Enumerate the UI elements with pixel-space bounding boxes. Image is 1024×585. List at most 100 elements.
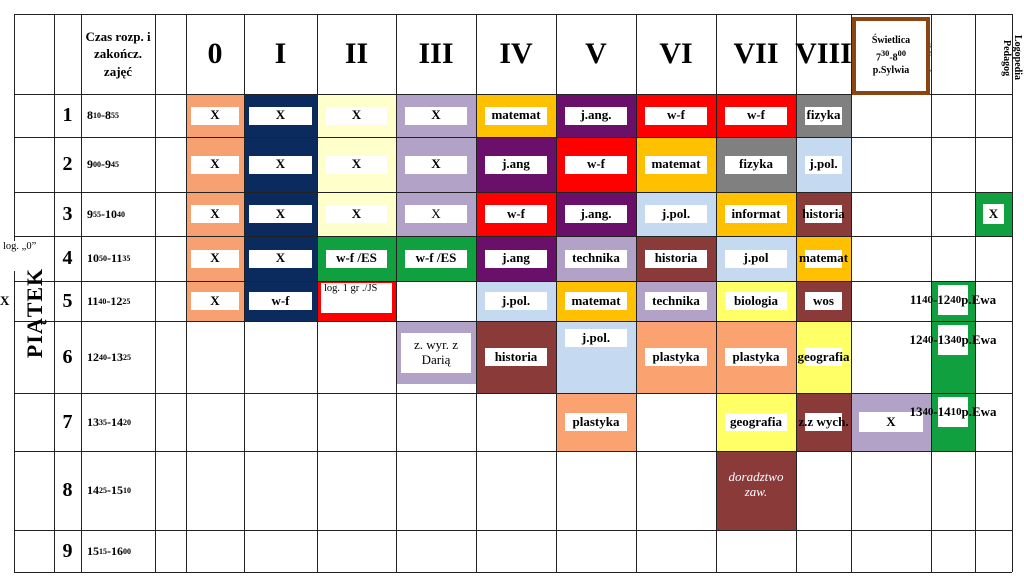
column-header-6: VI (659, 37, 693, 70)
lesson-r1c1: X (249, 106, 312, 125)
lesson-r5c7: biologia (725, 292, 787, 310)
lesson-r6c8: geografia (798, 348, 850, 366)
grid-hline (14, 572, 1012, 573)
lesson-r5c6: technika (645, 292, 707, 310)
row-time: 9 00 -9 45 (87, 157, 119, 171)
lesson-r2c2: X (326, 155, 387, 174)
lesson-r3c1: X (249, 205, 312, 223)
grid-vline (155, 14, 156, 572)
grid-hline (14, 281, 1012, 282)
lesson-r3c8: historia (802, 205, 845, 223)
grid-vline (54, 14, 55, 572)
grid-vline (14, 14, 15, 572)
grid-hline (14, 137, 1012, 138)
lesson-r3c0: X (191, 205, 239, 223)
lesson-r4c4: j.ang (485, 249, 547, 268)
lesson-r3c4: w-f (485, 205, 547, 223)
grid-vline (636, 14, 637, 572)
lesson-r2c7: fizyka (725, 155, 787, 174)
lesson-r3c3: X (405, 205, 467, 223)
grid-vline (931, 14, 932, 572)
row-time: 10 50 -11 35 (87, 251, 131, 265)
row-number: 7 (62, 410, 73, 433)
lesson-r6c3: z. wyr. z Darią (401, 333, 471, 373)
lesson-r4c12: log. „0” (0, 241, 37, 271)
row-number: 1 (62, 104, 73, 126)
row-time: 9 55 -10 40 (87, 206, 125, 221)
lesson-r4c1: X (249, 249, 312, 268)
column-header-2: II (344, 37, 369, 70)
column-header-5: V (585, 37, 607, 70)
row-time: 15 15 -16 00 (87, 543, 131, 558)
lesson-r1c5: j.ang. (565, 106, 627, 125)
lesson-r4c2: w-f /ES (326, 249, 387, 268)
lesson-r1c6: w-f (645, 106, 707, 125)
lesson-r1c8: fizyka (805, 106, 842, 125)
grid-hline (14, 94, 1012, 95)
grid-vline (796, 14, 797, 572)
lesson-r4c8: matemat (799, 249, 848, 268)
time-header: Czas rozp. i zakończ. zajęć (85, 28, 151, 79)
row-number: 4 (62, 247, 73, 269)
lesson-r1c3: X (405, 106, 467, 125)
column-header-11: Pedagog (1001, 39, 1012, 77)
grid-vline (396, 14, 397, 572)
lesson-r4c5: technika (565, 249, 627, 268)
grid-vline (975, 14, 976, 572)
row-number: 9 (62, 539, 73, 562)
grid-hline (14, 451, 1012, 452)
grid-vline (1012, 14, 1013, 572)
grid-hline (14, 192, 1012, 193)
lesson-r1c7: w-f (725, 106, 787, 125)
lesson-r7c7: geografia (725, 413, 787, 431)
grid-vline (317, 14, 318, 572)
grid-vline (556, 14, 557, 572)
grid-hline (14, 14, 1012, 15)
swietlica-name: Świetlica (871, 35, 911, 47)
row-number: 6 (62, 345, 73, 368)
lesson-r5c4: j.pol. (485, 292, 547, 310)
row-time: 14 25 -15 10 (87, 483, 131, 497)
row-time: 11 40 -12 25 (87, 293, 131, 308)
grid-hline (14, 321, 1012, 322)
column-header-1: I (274, 37, 287, 70)
lesson-r7c5: plastyka (565, 413, 627, 431)
row-number: 5 (62, 289, 73, 312)
lesson-r3c5: j.ang. (565, 205, 627, 223)
lesson-r1c0: X (191, 106, 239, 125)
row-number: 2 (62, 153, 73, 175)
column-header-12: Logopedia (1012, 35, 1023, 81)
lesson-r5c2: log. 1 gr ./JS (321, 283, 392, 313)
grid-vline (244, 14, 245, 572)
row-number: 8 (62, 479, 73, 501)
lesson-r5c10: 11 40 -12 40 p.Ewa (910, 285, 996, 315)
grid-hline (14, 393, 1012, 394)
lesson-r7c9: X (859, 412, 923, 432)
lesson-r2c4: j.ang (485, 155, 547, 174)
row-time: 12 40 -13 25 (87, 349, 131, 364)
grid-vline (476, 14, 477, 572)
row-time: 8 10 -8 55 (87, 108, 119, 122)
swietlica-header: Świetlica 730-800 p.Sylwia (852, 17, 930, 95)
lesson-r5c8: wos (805, 292, 842, 310)
grid-hline (14, 236, 1012, 237)
lesson-r4c7: j.pol (725, 249, 787, 268)
lesson-r1c4: matemat (485, 106, 547, 125)
lesson-r6c10: 12 40 -13 40 p.Ewa (909, 325, 997, 355)
lesson-r2c1: X (249, 155, 312, 174)
lesson-r7c8: z.z wych. (798, 413, 849, 431)
lesson-r3c11: X (983, 204, 1004, 224)
row-number: 3 (62, 202, 73, 225)
grid-vline (716, 14, 717, 572)
row-time: 13 35 -14 20 (87, 414, 131, 429)
lesson-r2c5: w-f (565, 155, 627, 174)
lesson-r4c6: historia (645, 249, 707, 268)
lesson-r5c5: matemat (565, 292, 627, 310)
lesson-r4c0: X (191, 249, 239, 268)
grid-vline (81, 14, 82, 572)
swietlica-teacher: p.Sylwia (872, 65, 910, 77)
lesson-r3c7: informat (725, 205, 787, 223)
column-header-4: IV (499, 37, 533, 70)
lesson-r2c3: X (405, 155, 467, 174)
